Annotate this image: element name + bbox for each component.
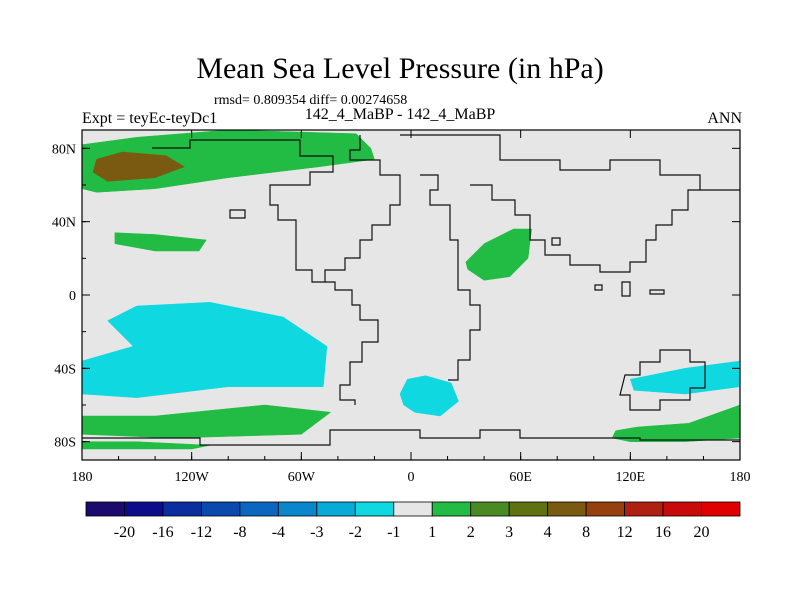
colorbar-swatch-9 <box>431 501 472 517</box>
x-tick-label-6: 180 <box>730 470 751 485</box>
colorbar-swatch-4 <box>239 501 279 517</box>
colorbar-swatch-10 <box>470 501 510 517</box>
coastline-islands <box>551 237 665 297</box>
coastline-antarctica <box>82 429 740 446</box>
colorbar-label-6: -2 <box>349 524 362 541</box>
x-tick-label-1: 120W <box>175 470 210 485</box>
colorbar-label-1: -16 <box>152 524 173 541</box>
anomaly-region-2 <box>114 232 207 252</box>
chart-title: Mean Sea Level Pressure (in hPa) <box>196 52 604 85</box>
colorbar-swatch-6 <box>316 501 356 517</box>
coastline-south-america <box>325 281 379 405</box>
y-tick-label-1: 40N <box>52 216 76 231</box>
coastline-australia <box>619 349 706 411</box>
x-tick-label-3: 0 <box>408 470 415 485</box>
colorbar-label-8: 1 <box>428 524 436 541</box>
colorbar-swatch-13 <box>585 501 625 517</box>
coastline-east-asia <box>470 184 700 273</box>
coastline-greenland <box>229 209 246 219</box>
anomaly-region-3 <box>465 228 532 281</box>
colorbar-label-14: 16 <box>655 524 671 541</box>
y-tick-label-2: 0 <box>69 289 76 304</box>
colorbar-swatch-8 <box>393 501 433 517</box>
colorbar-swatch-7 <box>354 501 395 517</box>
anomaly-regions <box>81 129 741 450</box>
colorbar-swatch-2 <box>162 501 202 517</box>
color-bar: -20 -16 -12 -8 -4 -3 -2 -1 1 2 3 4 8 12 16 20 <box>85 501 741 541</box>
colorbar-label-0: -20 <box>114 524 135 541</box>
anomaly-region-6 <box>81 404 332 439</box>
y-tick-label-4: 80S <box>54 436 76 451</box>
coastline-asia <box>400 134 740 191</box>
colorbar-label-3: -8 <box>233 524 246 541</box>
y-tick-label-3: 40S <box>54 362 76 377</box>
colorbar-swatch-15 <box>662 501 702 517</box>
colorbar-swatch-12 <box>547 501 587 517</box>
axes-frame: 180 120W 60W 0 60E 120E 180 80N 40N 0 40S 80S <box>52 129 751 485</box>
y-tick-label-0: 80N <box>52 142 76 157</box>
season-label: ANN <box>707 110 742 127</box>
anomaly-region-4 <box>81 302 328 398</box>
chart-subtitle: rmsd= 0.809354 diff= 0.00274658 <box>214 93 408 108</box>
colorbar-label-7: -1 <box>387 524 400 541</box>
x-tick-label-0: 180 <box>72 470 93 485</box>
colorbar-label-12: 8 <box>582 524 590 541</box>
colorbar-swatch-3 <box>201 501 241 517</box>
anomaly-region-5 <box>399 375 459 417</box>
continent-outlines <box>82 134 740 446</box>
colorbar-swatch-0 <box>85 501 125 517</box>
colorbar-swatch-16 <box>701 501 741 517</box>
colorbar-swatch-5 <box>277 501 318 517</box>
colorbar-label-5: -3 <box>310 524 323 541</box>
x-tick-label-4: 60E <box>509 470 532 485</box>
colorbar-label-4: -4 <box>272 524 285 541</box>
colorbar-swatch-14 <box>624 501 664 517</box>
colorbar-label-9: 2 <box>467 524 475 541</box>
colorbar-label-2: -12 <box>191 524 212 541</box>
experiment-label: Expt = teyEc-teyDc1 <box>82 110 218 127</box>
colorbar-label-15: 20 <box>694 524 710 541</box>
x-tick-label-5: 120E <box>616 470 646 485</box>
colorbar-swatch-11 <box>508 501 549 517</box>
colorbar-label-10: 3 <box>505 524 513 541</box>
coastline-africa <box>420 174 481 381</box>
anomaly-region-1 <box>92 151 185 182</box>
colorbar-swatch-1 <box>124 501 164 517</box>
colorbar-label-13: 12 <box>617 524 633 541</box>
colorbar-label-11: 4 <box>544 524 552 541</box>
period-label: 142_4_MaBP - 142_4_MaBP <box>304 106 496 123</box>
x-tick-label-2: 60W <box>288 470 316 485</box>
